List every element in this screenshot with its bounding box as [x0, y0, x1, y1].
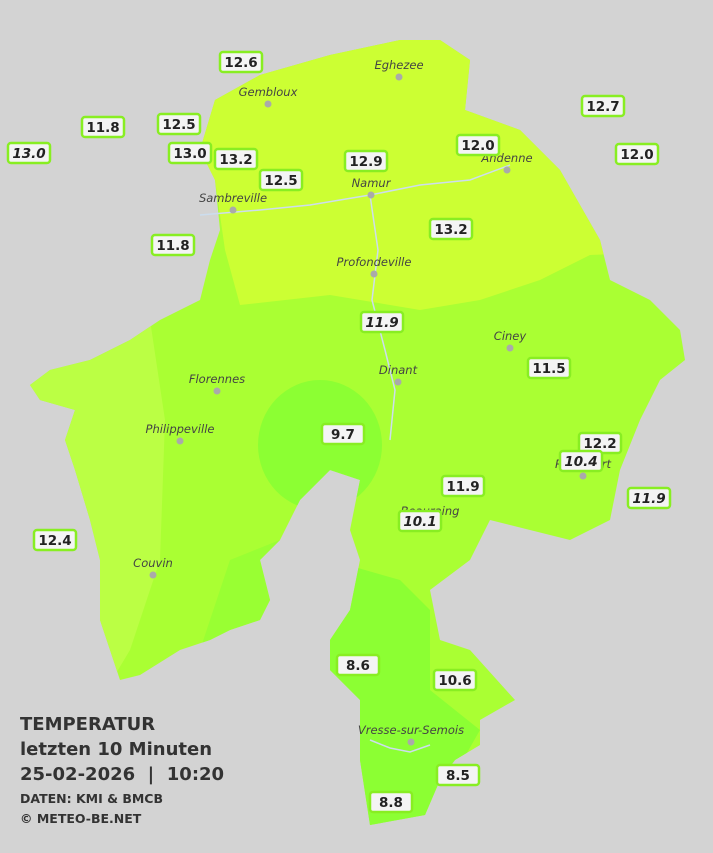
town-label: Gembloux [239, 85, 298, 99]
station-box [428, 217, 474, 241]
river [369, 739, 431, 753]
town-dot [176, 437, 184, 445]
station-value: 8.6 [346, 658, 370, 674]
town-label: Dinant [379, 363, 418, 377]
station-box [258, 168, 304, 192]
town-label: Eghezee [374, 58, 423, 72]
station-value: 12.0 [620, 147, 653, 163]
town-label: Vresse-sur-Semois [358, 723, 464, 737]
town-label: Couvin [133, 556, 173, 570]
town-label: Sambreville [199, 191, 267, 205]
station-box [432, 668, 478, 692]
town-dot [229, 206, 237, 214]
station-value: 10.6 [438, 673, 471, 689]
legend-timestamp: 25-02-2026 | 10:20 [20, 764, 224, 785]
station-box [156, 112, 202, 136]
station-value: 13.2 [434, 222, 467, 238]
station-value: 12.5 [264, 173, 297, 189]
town-dot [370, 270, 378, 278]
station-value: 11.5 [532, 361, 565, 377]
legend-copyright: © METEO-BE.NET [20, 811, 142, 826]
station-value: 11.8 [156, 238, 189, 254]
station-value: 12.9 [349, 154, 382, 170]
station-box [218, 50, 264, 74]
station-value: 9.7 [331, 427, 355, 443]
station-box [435, 763, 481, 787]
town-dot [503, 166, 511, 174]
station-box [213, 147, 259, 171]
town-dot [579, 472, 587, 480]
legend-period: letzten 10 Minuten [20, 739, 212, 760]
station-box [580, 94, 626, 118]
station-value: 12.5 [162, 117, 195, 133]
station-box [150, 233, 196, 257]
town-dot [395, 73, 403, 81]
town-dot [367, 191, 375, 199]
station-box [558, 449, 604, 473]
station-box [526, 356, 572, 380]
station-box [614, 142, 660, 166]
town-label: Profondeville [337, 255, 412, 269]
station-value: 8.5 [446, 768, 470, 784]
station-value: 11.9 [446, 479, 479, 495]
station-value: 10.4 [564, 454, 597, 470]
towns: EghezeeGemblouxAndenneNamurSambrevillePr… [133, 58, 612, 746]
station-value: 13.2 [219, 152, 252, 168]
station-box [397, 509, 443, 533]
town-dot [407, 738, 415, 746]
station-value: 11.9 [365, 315, 398, 331]
station-value: 10.1 [403, 514, 436, 530]
station-value: 13.0 [12, 146, 45, 162]
stations: 12.6 12.5 11.8 13.0 13.0 13.2 12.5 12.9 12.0 12.7… [6, 50, 672, 814]
station-value: 12.0 [461, 138, 494, 154]
station-box [167, 141, 213, 165]
town-dot [149, 571, 157, 579]
town-label: Florennes [189, 372, 245, 386]
town-label: Namur [352, 176, 392, 190]
town-dot [213, 387, 221, 395]
station-box [440, 474, 486, 498]
station-box [32, 528, 78, 552]
station-box [626, 486, 672, 510]
station-box [6, 141, 52, 165]
town-dot [394, 378, 402, 386]
station-value: 12.2 [583, 436, 616, 452]
legend-source: DATEN: KMI & BMCB [20, 791, 163, 806]
station-box [368, 790, 414, 814]
station-value: 11.8 [86, 120, 119, 136]
station-box [80, 115, 126, 139]
station-value: 12.7 [586, 99, 619, 115]
station-box [320, 422, 366, 446]
station-value: 8.8 [379, 795, 403, 811]
town-dot [264, 100, 272, 108]
station-box [343, 149, 389, 173]
town-label: Ciney [494, 329, 527, 343]
station-box [455, 133, 501, 157]
station-value: 13.0 [173, 146, 206, 162]
station-value: 12.4 [38, 533, 71, 549]
station-box [359, 310, 405, 334]
station-value: 11.9 [632, 491, 665, 507]
town-dot [506, 344, 514, 352]
legend-title: TEMPERATUR [20, 714, 155, 735]
town-label: Philippeville [146, 422, 215, 436]
station-value: 12.6 [224, 55, 257, 71]
station-box [335, 653, 381, 677]
